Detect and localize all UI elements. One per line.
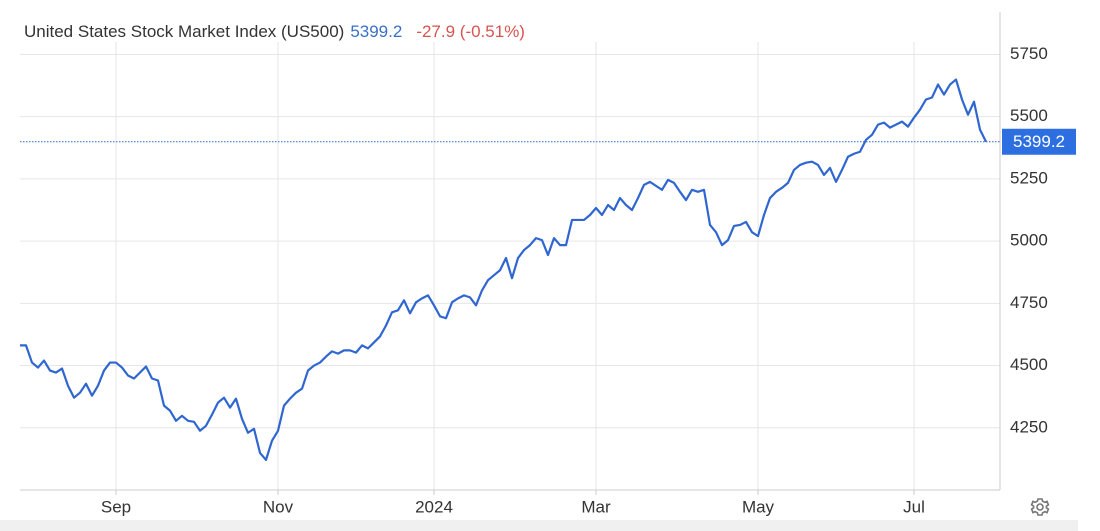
y-tick-label: 5000 bbox=[1010, 231, 1048, 250]
change-value: -27.9 (-0.51%) bbox=[416, 22, 525, 41]
last-price-label: 5399.2 bbox=[1013, 132, 1065, 151]
price-line bbox=[20, 78, 987, 461]
x-tick-label: 2024 bbox=[415, 497, 453, 516]
y-tick-label: 5500 bbox=[1010, 106, 1048, 125]
y-tick-label: 4250 bbox=[1010, 417, 1048, 436]
y-tick-label: 4750 bbox=[1010, 293, 1048, 312]
y-tick-label: 5750 bbox=[1010, 44, 1048, 63]
chart-title-row: United States Stock Market Index (US500)… bbox=[24, 22, 525, 41]
y-tick-label: 4500 bbox=[1010, 355, 1048, 374]
gear-outline bbox=[1030, 498, 1050, 516]
last-price-badge bbox=[1002, 128, 1076, 155]
x-tick-label: Nov bbox=[263, 497, 294, 516]
chart-title: United States Stock Market Index (US500) bbox=[24, 22, 344, 41]
settings-icon[interactable] bbox=[1030, 498, 1050, 516]
x-tick-label: Sep bbox=[101, 497, 131, 516]
footer-strip bbox=[0, 520, 1078, 531]
x-tick-label: Mar bbox=[581, 497, 611, 516]
y-tick-label: 5250 bbox=[1010, 168, 1048, 187]
last-value: 5399.2 bbox=[350, 22, 402, 41]
x-tick-label: Jul bbox=[903, 497, 925, 516]
gear-hub bbox=[1036, 503, 1044, 511]
x-tick-label: May bbox=[742, 497, 775, 516]
